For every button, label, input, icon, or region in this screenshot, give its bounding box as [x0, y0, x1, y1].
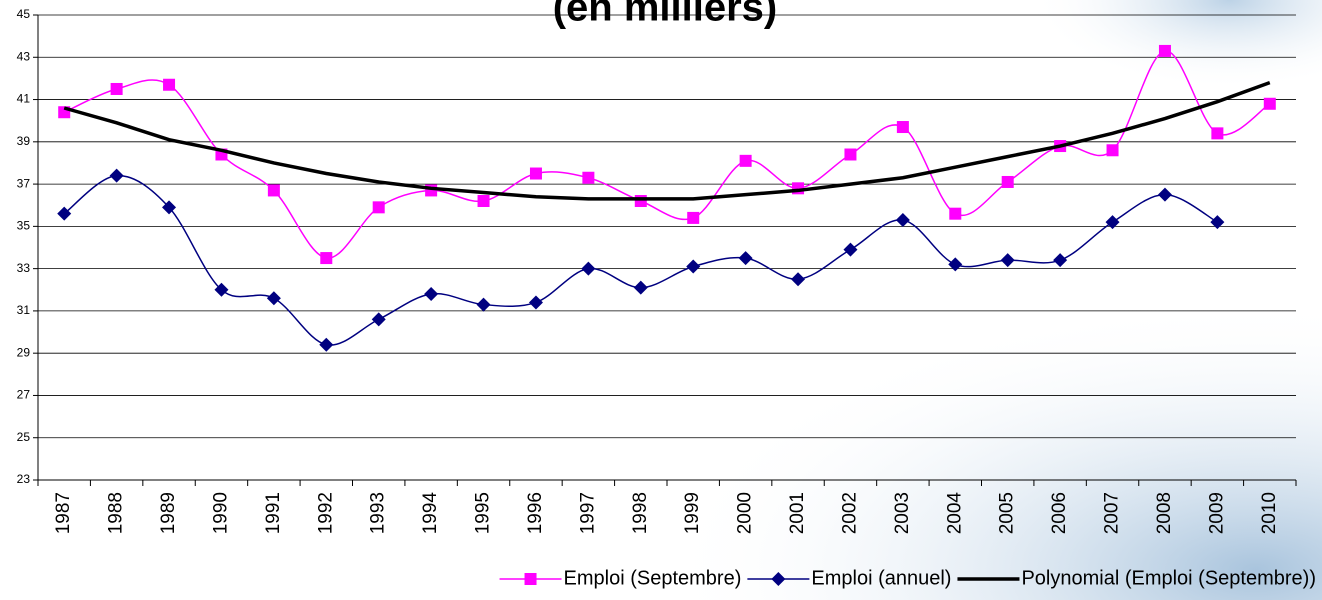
- marker: [844, 149, 856, 161]
- marker: [582, 172, 594, 184]
- x-tick-label: 2009: [1206, 492, 1227, 534]
- y-tick-label: 45: [17, 7, 31, 21]
- marker: [530, 168, 542, 180]
- x-tick-label: 2006: [1049, 492, 1070, 534]
- y-tick-label: 35: [17, 219, 31, 233]
- marker: [1264, 98, 1276, 110]
- marker: [320, 252, 332, 264]
- marker: [949, 208, 961, 220]
- y-tick-label: 41: [17, 92, 31, 106]
- y-tick-label: 39: [17, 134, 31, 148]
- background: [0, 0, 1322, 600]
- legend-label: Emploi (annuel): [811, 567, 951, 589]
- marker: [1159, 45, 1171, 57]
- marker: [268, 184, 280, 196]
- marker: [897, 121, 909, 133]
- x-tick-label: 1994: [420, 492, 441, 535]
- marker: [525, 573, 537, 585]
- legend-label: Emploi (Septembre): [564, 567, 742, 589]
- marker: [163, 79, 175, 91]
- marker: [687, 212, 699, 224]
- x-tick-label: 1996: [525, 492, 546, 534]
- x-tick-label: 2008: [1154, 492, 1175, 534]
- x-tick-label: 2007: [1102, 492, 1123, 534]
- y-tick-label: 43: [17, 49, 31, 63]
- x-tick-label: 1992: [315, 492, 336, 534]
- marker: [740, 155, 752, 167]
- y-tick-label: 23: [17, 472, 31, 486]
- marker: [635, 195, 647, 207]
- x-tick-label: 1989: [158, 492, 179, 534]
- y-tick-label: 31: [17, 303, 31, 317]
- y-tick-label: 25: [17, 430, 31, 444]
- x-tick-label: 1997: [577, 492, 598, 534]
- chart: (en milliers) 23252729313335373941434519…: [0, 0, 1322, 600]
- y-tick-label: 37: [17, 176, 31, 190]
- marker: [1107, 144, 1119, 156]
- marker: [1211, 127, 1223, 139]
- x-tick-label: 2005: [997, 492, 1018, 534]
- x-tick-label: 1995: [473, 492, 494, 534]
- x-tick-label: 2003: [892, 492, 913, 534]
- marker: [1002, 176, 1014, 188]
- x-tick-label: 2002: [839, 492, 860, 534]
- x-tick-label: 1993: [368, 492, 389, 534]
- x-tick-label: 1990: [210, 492, 231, 534]
- x-tick-label: 1987: [53, 492, 74, 534]
- x-tick-label: 1998: [630, 492, 651, 534]
- x-tick-label: 2010: [1259, 492, 1280, 534]
- y-tick-label: 27: [17, 388, 31, 402]
- y-tick-label: 33: [17, 261, 31, 275]
- y-tick-label: 29: [17, 345, 31, 359]
- marker: [478, 195, 490, 207]
- x-tick-label: 2004: [944, 492, 965, 535]
- x-tick-label: 2000: [735, 492, 756, 534]
- x-tick-label: 1988: [106, 492, 127, 534]
- x-tick-label: 1999: [682, 492, 703, 534]
- marker: [373, 201, 385, 213]
- x-tick-label: 1991: [263, 492, 284, 534]
- marker: [111, 83, 123, 95]
- x-tick-label: 2001: [787, 492, 808, 534]
- legend-label: Polynomial (Emploi (Septembre)): [1021, 567, 1316, 589]
